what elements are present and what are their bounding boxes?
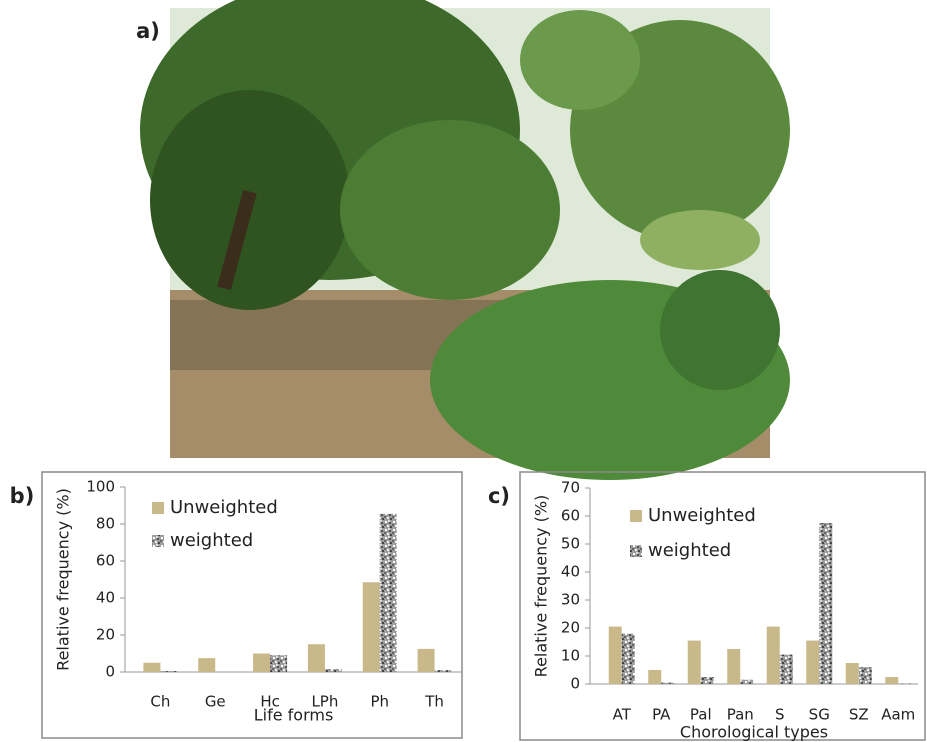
- bar: [325, 669, 342, 672]
- y-axis-title: Relative frequency (%): [54, 488, 73, 671]
- y-tick-label: 20: [96, 626, 115, 644]
- photo-grass: [640, 210, 760, 270]
- bar: [688, 641, 701, 684]
- bar: [270, 655, 287, 672]
- legend-swatch: [152, 535, 164, 547]
- y-tick-label: 10: [561, 647, 580, 665]
- legend-label: weighted: [170, 530, 253, 551]
- legend-swatch: [630, 545, 642, 557]
- bar: [727, 649, 740, 684]
- bar: [380, 514, 397, 672]
- y-tick-label: 60: [561, 507, 580, 525]
- bar: [435, 670, 452, 672]
- photo-bush: [660, 270, 780, 390]
- panel-label: a): [136, 19, 160, 43]
- photo-tree: [340, 120, 560, 300]
- y-tick-label: 100: [86, 478, 115, 496]
- panel-label: b): [10, 484, 35, 508]
- legend-label: Unweighted: [170, 497, 278, 518]
- bar: [143, 663, 160, 672]
- bar: [767, 627, 780, 684]
- x-axis-title: Life forms: [254, 706, 334, 725]
- y-tick-label: 20: [561, 619, 580, 637]
- bar: [661, 683, 674, 684]
- bar: [609, 627, 622, 684]
- legend-swatch: [152, 502, 164, 514]
- y-tick-label: 40: [561, 563, 580, 581]
- legend-swatch: [630, 510, 642, 522]
- x-axis-title: Chorological types: [680, 723, 828, 742]
- y-tick-label: 40: [96, 589, 115, 607]
- x-tick-label: Ch: [150, 693, 170, 711]
- y-tick-label: 80: [96, 515, 115, 533]
- bar: [740, 680, 753, 684]
- bar: [885, 677, 898, 684]
- bar: [308, 644, 325, 672]
- y-tick-label: 30: [561, 591, 580, 609]
- x-tick-label: SG: [809, 706, 830, 724]
- bar: [648, 670, 661, 684]
- legend-label: weighted: [648, 540, 731, 561]
- y-tick-label: 70: [561, 479, 580, 497]
- photo-tree: [520, 10, 640, 110]
- x-tick-label: PA: [652, 706, 671, 724]
- figure: a) b)020406080100ChGeHcLPhPhThUnweighted…: [0, 0, 927, 742]
- bar: [198, 658, 215, 672]
- x-tick-label: Ge: [205, 693, 226, 711]
- photo: [140, 0, 790, 480]
- bar: [898, 683, 911, 684]
- legend-label: Unweighted: [648, 505, 756, 526]
- y-tick-label: 50: [561, 535, 580, 553]
- x-tick-label: Ph: [370, 693, 389, 711]
- x-tick-label: Pal: [690, 706, 712, 724]
- bar: [160, 671, 177, 672]
- y-axis-title: Relative frequency (%): [532, 495, 551, 678]
- x-tick-label: Pan: [727, 706, 754, 724]
- x-tick-label: S: [775, 706, 785, 724]
- y-tick-label: 60: [96, 552, 115, 570]
- bar: [253, 654, 270, 673]
- bar: [859, 667, 872, 684]
- bar: [846, 663, 859, 684]
- chart: c) 0 10 20 30 40 50 60 70 AT PA Pal Pan S SG SZ Aam Unwei…: [488, 472, 925, 742]
- bar: [780, 655, 793, 684]
- bar: [418, 649, 435, 672]
- x-tick-label: SZ: [849, 706, 869, 724]
- x-tick-label: AT: [613, 706, 632, 724]
- bar: [819, 523, 832, 684]
- bar: [622, 634, 635, 684]
- y-tick-label: 0: [570, 675, 580, 693]
- bar: [806, 641, 819, 684]
- bar: [363, 582, 380, 672]
- y-tick-label: 0: [105, 663, 115, 681]
- bar: [701, 677, 714, 684]
- panel-label: c): [488, 484, 510, 508]
- x-tick-label: Th: [424, 693, 444, 711]
- x-tick-label: Aam: [881, 706, 915, 724]
